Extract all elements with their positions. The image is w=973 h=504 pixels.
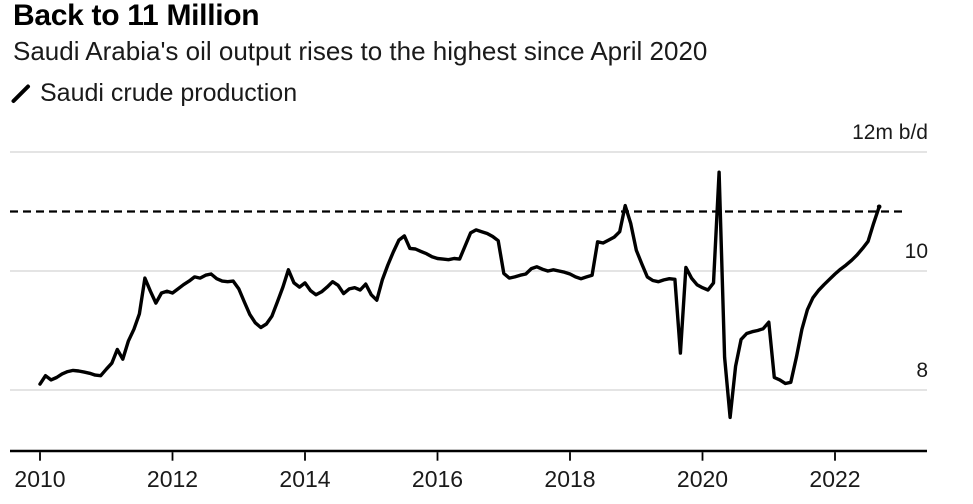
legend: Saudi crude production [11,80,297,106]
axis-labels-group: 12m b/d 10 8 2010 2012 2014 2016 2018 2020 2022 [14,121,928,492]
x-axis-label: 2010 [14,466,65,492]
x-axis-label: 2012 [147,466,198,492]
x-axis-label: 2014 [279,466,330,492]
x-axis-label: 2022 [809,466,860,492]
y-axis-label: 8 [916,359,928,382]
x-axis-label: 2020 [677,466,728,492]
slash-icon [11,84,30,103]
x-axis-group [10,449,927,461]
latest-point-marker [876,204,882,210]
x-axis-label: 2016 [412,466,463,492]
chart-title: Back to 11 Million [13,0,260,32]
series-group [38,170,882,420]
production-line [38,170,881,420]
y-axis-label: 10 [905,240,928,263]
x-axis-label: 2018 [544,466,595,492]
gridlines-group [10,151,927,391]
legend-label: Saudi crude production [40,79,298,107]
chart-subtitle: Saudi Arabia's oil output rises to the h… [13,36,708,66]
y-axis-label: 12m b/d [852,121,928,144]
